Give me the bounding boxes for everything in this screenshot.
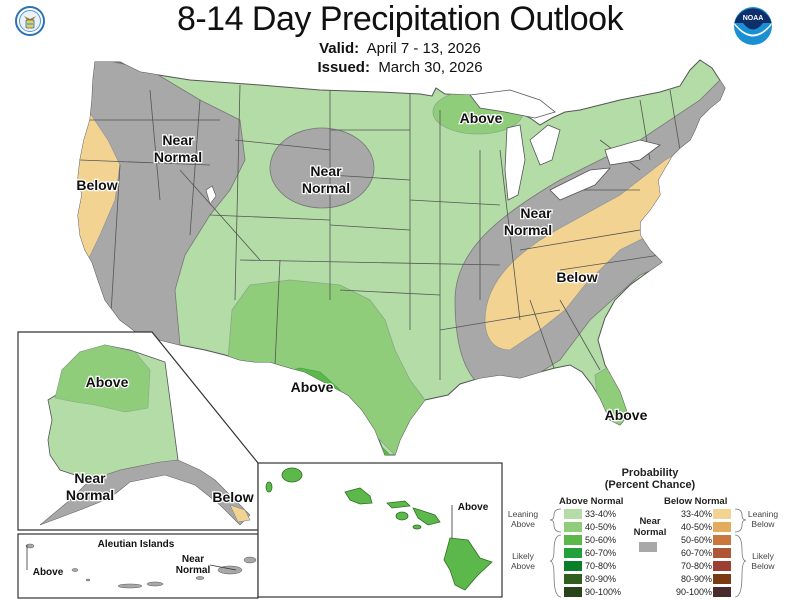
svg-text:NOAA: NOAA xyxy=(743,15,764,22)
swatch-above-50-60 xyxy=(564,535,582,545)
alaska-near-normal-label-2: Normal xyxy=(66,487,114,503)
swatch-below-60-70 xyxy=(713,548,731,558)
range-below-60-70: 60-70% xyxy=(681,548,713,558)
east-below-label: Below xyxy=(556,269,597,285)
swatch-near-normal xyxy=(639,542,657,552)
valid-value: April 7 - 13, 2026 xyxy=(366,40,481,57)
plains-near-normal-label-2: Normal xyxy=(302,180,350,196)
issued-date: Issued: March 30, 2026 xyxy=(0,59,800,76)
swatch-below-33-40 xyxy=(713,509,731,519)
alaska-near-normal-region xyxy=(39,459,251,526)
east-near-normal-label: Near xyxy=(520,205,552,221)
plains-near-normal-region xyxy=(269,127,375,209)
valid-label: Valid: xyxy=(319,40,360,57)
aleutian-near-normal-label-2: Normal xyxy=(176,565,211,576)
range-below-40-50: 40-50% xyxy=(681,522,713,532)
noaa-icon: NOAA xyxy=(734,7,772,45)
likely-below-label: Likely Below xyxy=(751,551,775,571)
great-lakes xyxy=(469,89,661,201)
alaska-above-label: Above xyxy=(86,374,129,390)
alaska-above-region xyxy=(54,344,151,413)
plains-near-normal-label: Near xyxy=(310,163,342,179)
range-below-70-80: 70-80% xyxy=(681,561,713,571)
swatch-above-40-50 xyxy=(564,522,582,532)
range-above-40-50: 40-50% xyxy=(585,522,617,532)
valid-dates: Valid: April 7 - 13, 2026 xyxy=(0,40,800,57)
near-normal-label: Near Normal xyxy=(633,516,667,538)
swatch-above-60-70 xyxy=(564,548,582,558)
range-above-60-70: 60-70% xyxy=(585,548,617,558)
range-below-80-90: 80-90% xyxy=(681,574,713,584)
legend-subtitle: (Percent Chance) xyxy=(604,479,696,491)
swatch-below-80-90 xyxy=(713,574,731,584)
issued-value: March 30, 2026 xyxy=(378,59,483,76)
west-near-normal-label-2: Normal xyxy=(154,149,202,165)
leaning-below-label: Leaning Below xyxy=(747,509,779,529)
hawaii-islands xyxy=(265,467,493,591)
range-above-80-90: 80-90% xyxy=(585,574,617,584)
texas-above-label: Above xyxy=(291,379,334,395)
range-below-33-40: 33-40% xyxy=(681,509,713,519)
alaska-near-normal-label: Near xyxy=(74,470,106,486)
probability-legend: Probability (Percent Chance) Above Norma… xyxy=(505,465,800,600)
swatch-above-70-80 xyxy=(564,561,582,571)
swatch-below-50-60 xyxy=(713,535,731,545)
range-above-33-40: 33-40% xyxy=(585,509,617,519)
great-salt-lake xyxy=(205,185,217,205)
range-below-50-60: 50-60% xyxy=(681,535,713,545)
swatch-below-90-100 xyxy=(713,587,731,597)
above-normal-header: Above Normal xyxy=(559,496,624,507)
likely-above-label: Likely Above xyxy=(510,551,536,571)
swatch-above-90-100 xyxy=(564,587,582,597)
east-near-normal-label-2: Normal xyxy=(504,222,552,238)
hawaii-above-label: Above xyxy=(458,502,489,513)
page-title: 8-14 Day Precipitation Outlook xyxy=(176,0,624,38)
alaska-below-label: Below xyxy=(212,489,253,505)
seal-icon xyxy=(15,6,45,36)
swatch-below-40-50 xyxy=(713,522,731,532)
west-near-normal-label: Near xyxy=(162,132,194,148)
west-below-label: Below xyxy=(76,177,117,193)
noaa-logo: NOAA xyxy=(733,6,773,51)
florida-above-label: Above xyxy=(605,407,648,423)
aleutian-near-normal-label: Near xyxy=(182,554,204,565)
aleutian-title: Aleutian Islands xyxy=(98,539,175,550)
range-below-90-100: 90-100% xyxy=(676,587,713,597)
legend-title: Probability xyxy=(621,467,679,479)
upper-midwest-above-label: Above xyxy=(460,110,503,126)
alaska-below-region xyxy=(229,504,251,523)
aleutian-above-label: Above xyxy=(33,567,64,578)
swatch-above-80-90 xyxy=(564,574,582,584)
swatch-below-70-80 xyxy=(713,561,731,571)
range-above-70-80: 70-80% xyxy=(585,561,617,571)
leaning-above-label: Leaning Above xyxy=(507,509,539,529)
range-above-50-60: 50-60% xyxy=(585,535,617,545)
commerce-seal-logo xyxy=(15,6,45,41)
issued-label: Issued: xyxy=(317,59,370,76)
range-above-90-100: 90-100% xyxy=(585,587,622,597)
legend-braces xyxy=(549,508,747,598)
swatch-above-33-40 xyxy=(564,509,582,519)
below-normal-header: Below Normal xyxy=(664,496,728,507)
